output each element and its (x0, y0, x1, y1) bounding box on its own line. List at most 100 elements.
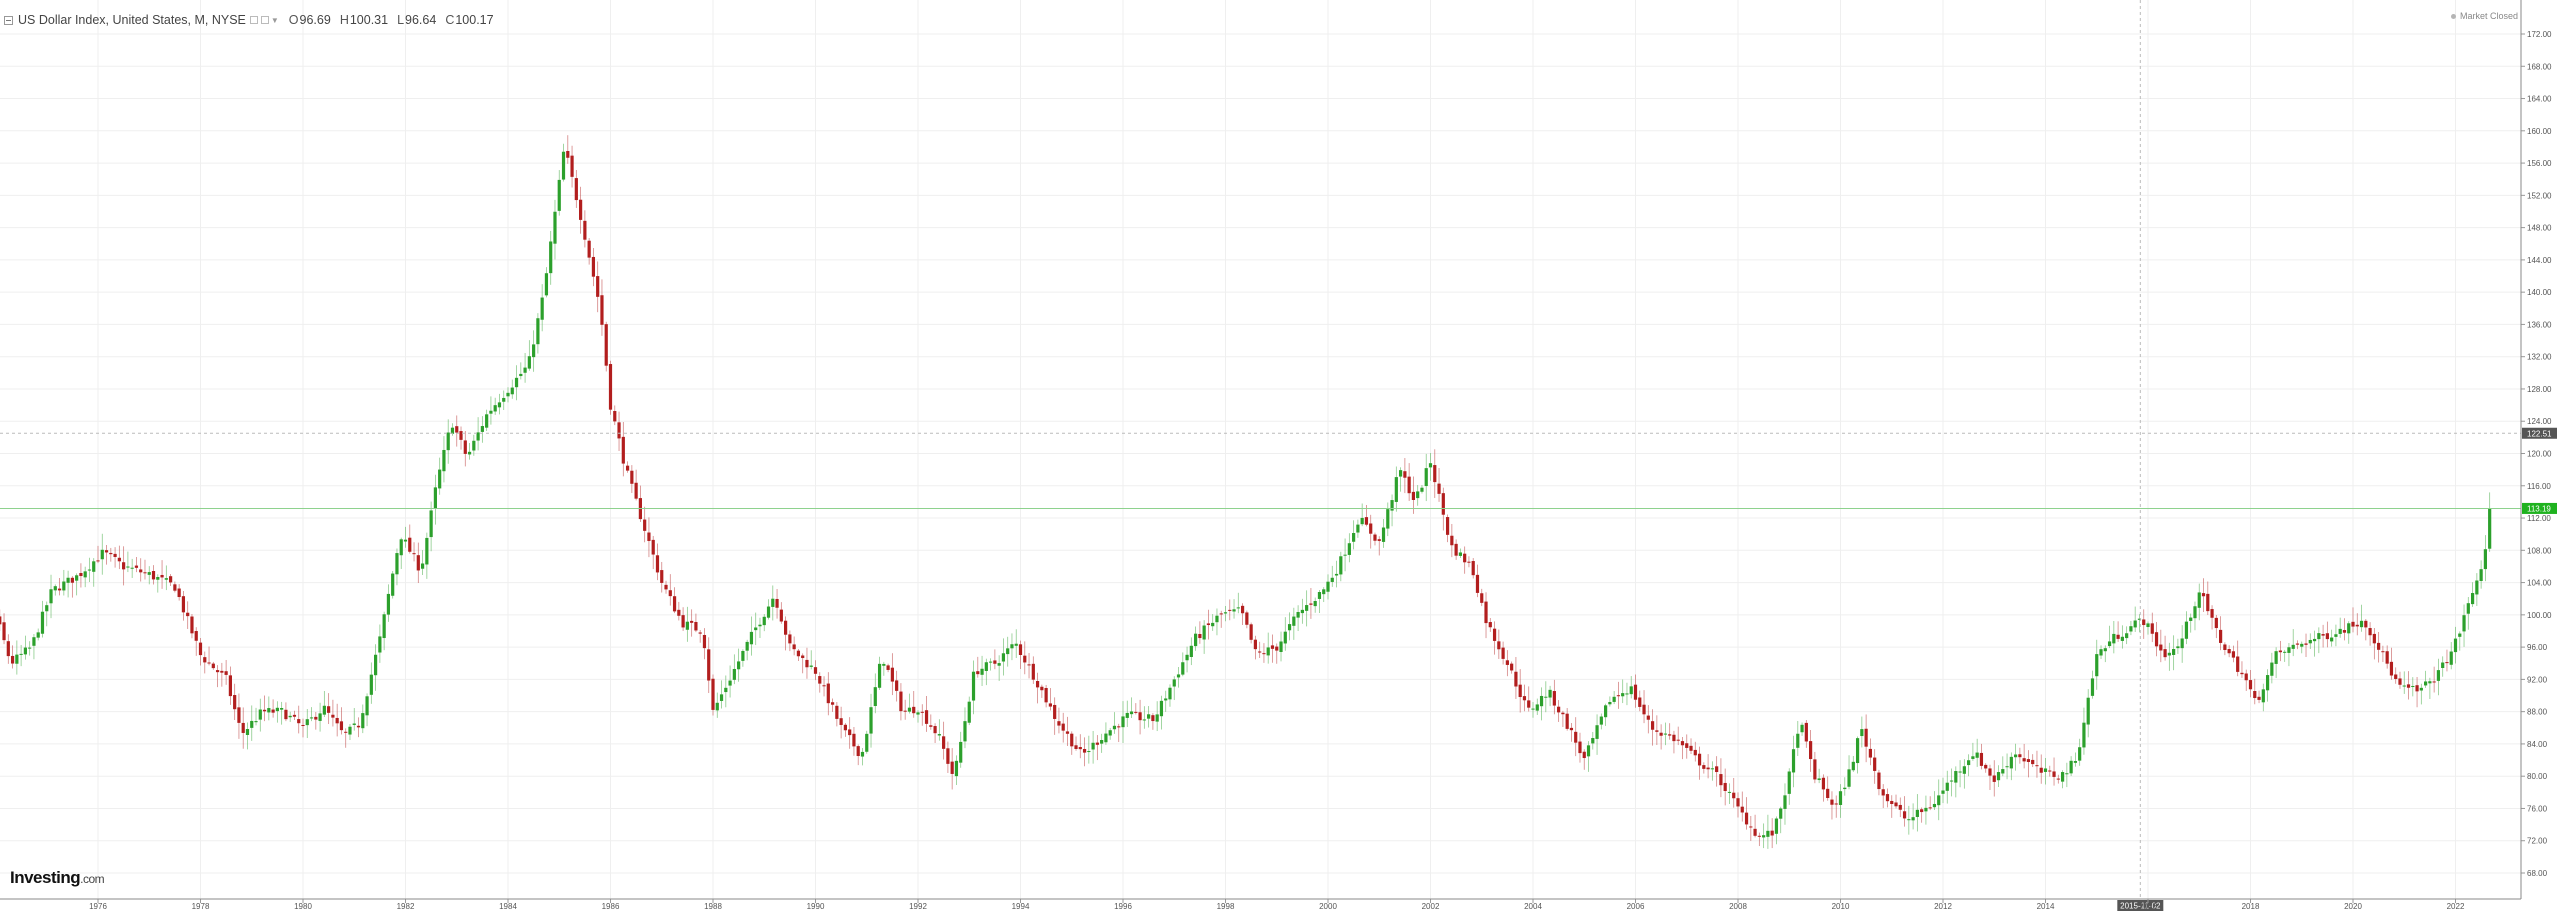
candle-body (425, 537, 429, 565)
y-tick-label: 168.00 (2527, 62, 2552, 71)
settings-icon[interactable] (249, 16, 258, 24)
candle-body (10, 655, 15, 664)
candle-body (1659, 732, 1663, 736)
candle-body (2184, 621, 2189, 639)
candle-body (1245, 612, 1249, 625)
candle-body (1211, 622, 1215, 627)
candle-body (707, 649, 711, 681)
candle-body (438, 469, 442, 489)
candle-body (852, 733, 856, 747)
candle-body (2372, 633, 2376, 644)
candle-body (1270, 645, 1275, 649)
candle-body (549, 241, 553, 274)
candle-body (1676, 739, 1680, 741)
candle-body (984, 662, 988, 672)
candle-body (2116, 634, 2120, 639)
candle-body (442, 449, 446, 472)
candle-body (1471, 561, 1475, 576)
candle-body (215, 670, 220, 673)
y-tick-label: 156.00 (2527, 159, 2552, 168)
candle-body (1428, 463, 1433, 468)
y-tick-label: 124.00 (2527, 417, 2552, 426)
candle-body (1779, 808, 1783, 819)
y-tick-label: 136.00 (2527, 320, 2552, 329)
candle-body (365, 696, 369, 716)
candle-body (848, 729, 852, 736)
market-status-text: Market Closed (2459, 11, 2518, 21)
candle-body (1219, 613, 1223, 615)
legend-bar: US Dollar Index, United States, M, NYSE … (4, 11, 503, 29)
x-tick-label: 1982 (397, 902, 415, 911)
y-tick-label: 68.00 (2527, 869, 2548, 878)
candle-body (715, 702, 719, 711)
chevron-down-icon[interactable]: ▼ (270, 15, 279, 25)
candle-body (967, 701, 971, 723)
open-value: O96.69 (288, 13, 331, 27)
y-tick-label: 84.00 (2527, 740, 2548, 749)
candle-body (2026, 759, 2031, 762)
candle-body (1787, 771, 1791, 794)
candle-body (1394, 477, 1398, 502)
candle-body (2078, 747, 2082, 761)
candle-body (1364, 517, 1369, 525)
candle-body (2278, 650, 2282, 653)
candle-body (613, 411, 617, 422)
candle-body (472, 440, 476, 451)
candle-body (895, 680, 899, 691)
candle-body (267, 708, 271, 713)
candle-body (997, 663, 1001, 666)
candle-body (1074, 745, 1078, 749)
candle-body (1377, 539, 1381, 541)
candle-body (151, 571, 156, 580)
candle-body (1352, 532, 1356, 542)
candle-body (2270, 662, 2274, 676)
candle-body (211, 663, 215, 669)
candle-body (2338, 628, 2342, 634)
candle-body (241, 722, 245, 733)
x-tick-label: 1990 (807, 902, 825, 911)
candle-body (1715, 766, 1719, 773)
candle-body (2167, 652, 2171, 656)
candle-body (1369, 523, 1373, 534)
candle-body (2069, 760, 2073, 774)
candle-body (1522, 696, 1527, 701)
candle-body (87, 569, 92, 571)
candle-body (62, 581, 66, 591)
y-tick-label: 116.00 (2527, 482, 2551, 491)
candle-body (1484, 601, 1488, 624)
candle-body (1399, 470, 1403, 477)
candle-body (1185, 654, 1189, 661)
candle-body (954, 760, 959, 777)
y-tick-label: 76.00 (2527, 804, 2548, 813)
candle-body (2488, 508, 2492, 549)
candle-body (1048, 703, 1052, 707)
candle-body (536, 318, 540, 345)
candle-body (2125, 633, 2129, 639)
candle-body (122, 562, 126, 570)
candle-body (53, 586, 57, 591)
candle-body (2317, 633, 2321, 640)
candle-body (1292, 616, 1296, 626)
low-value: L96.64 (397, 13, 437, 27)
candle-body (130, 567, 134, 569)
candle-body (1527, 700, 1531, 708)
candle-body (352, 723, 356, 725)
collapse-legend-icon[interactable] (4, 15, 13, 25)
candle-body (1945, 782, 1949, 791)
candle-body (369, 674, 373, 695)
plot-area-background (0, 0, 2521, 899)
candle-body (890, 667, 894, 682)
candle-body (1744, 812, 1749, 825)
candle-body (2453, 638, 2458, 653)
candle-body (2334, 634, 2338, 637)
candle-body (2022, 758, 2026, 762)
close-icon[interactable] (260, 16, 269, 24)
candle-body (1057, 721, 1061, 726)
candle-body (779, 609, 783, 622)
y-tick-label: 160.00 (2527, 127, 2552, 136)
candle-body (882, 663, 886, 666)
candle-body (1262, 653, 1266, 655)
candle-body (420, 563, 425, 569)
candle-body (1040, 686, 1044, 691)
